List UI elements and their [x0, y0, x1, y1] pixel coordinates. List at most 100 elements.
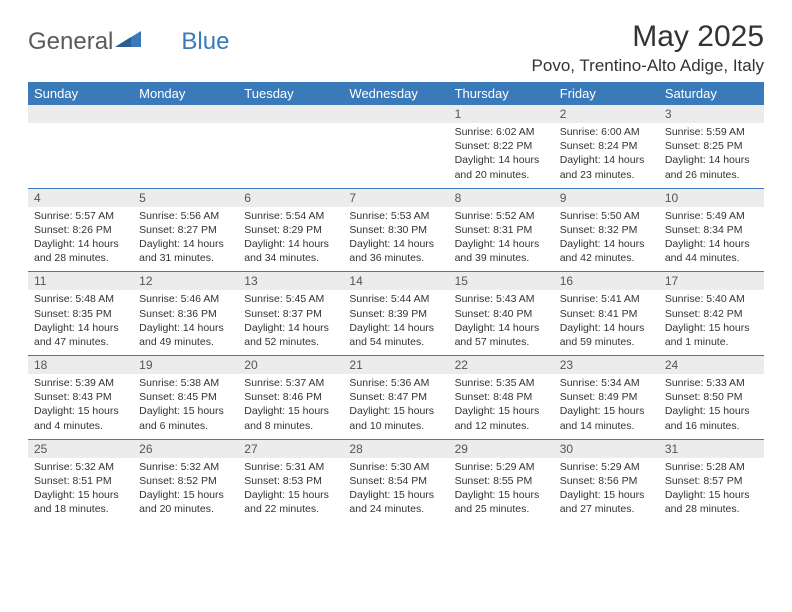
day-detail-line: Daylight: 14 hours and 28 minutes. [34, 237, 127, 265]
day-detail-line: Daylight: 14 hours and 34 minutes. [244, 237, 337, 265]
calendar-cell: 2Sunrise: 6:00 AMSunset: 8:24 PMDaylight… [554, 105, 659, 188]
day-details: Sunrise: 5:54 AMSunset: 8:29 PMDaylight:… [238, 207, 343, 272]
day-detail-line: Sunrise: 5:54 AM [244, 209, 337, 223]
calendar-cell: 25Sunrise: 5:32 AMSunset: 8:51 PMDayligh… [28, 439, 133, 522]
day-number: 1 [449, 105, 554, 123]
day-details: Sunrise: 5:46 AMSunset: 8:36 PMDaylight:… [133, 290, 238, 355]
day-detail-line: Sunset: 8:35 PM [34, 307, 127, 321]
day-detail-line: Sunrise: 5:46 AM [139, 292, 232, 306]
day-detail-line: Sunset: 8:31 PM [455, 223, 548, 237]
day-detail-line: Daylight: 14 hours and 52 minutes. [244, 321, 337, 349]
logo-text-general: General [28, 28, 113, 56]
day-number: 8 [449, 189, 554, 207]
day-detail-line: Daylight: 15 hours and 16 minutes. [665, 404, 758, 432]
day-details: Sunrise: 5:33 AMSunset: 8:50 PMDaylight:… [659, 374, 764, 439]
logo: General Blue [28, 20, 229, 56]
header: General Blue May 2025 Povo, Trentino-Alt… [28, 20, 764, 76]
day-number: 10 [659, 189, 764, 207]
day-details: Sunrise: 5:53 AMSunset: 8:30 PMDaylight:… [343, 207, 448, 272]
day-detail-line: Sunrise: 5:32 AM [139, 460, 232, 474]
day-number: 31 [659, 440, 764, 458]
calendar-cell: 18Sunrise: 5:39 AMSunset: 8:43 PMDayligh… [28, 356, 133, 440]
day-detail-line: Sunset: 8:41 PM [560, 307, 653, 321]
day-details: Sunrise: 5:32 AMSunset: 8:52 PMDaylight:… [133, 458, 238, 523]
day-detail-line: Sunset: 8:43 PM [34, 390, 127, 404]
calendar-cell: 15Sunrise: 5:43 AMSunset: 8:40 PMDayligh… [449, 272, 554, 356]
day-detail-line: Sunset: 8:47 PM [349, 390, 442, 404]
day-detail-line: Daylight: 15 hours and 14 minutes. [560, 404, 653, 432]
day-details: Sunrise: 5:29 AMSunset: 8:55 PMDaylight:… [449, 458, 554, 523]
day-detail-line: Sunset: 8:26 PM [34, 223, 127, 237]
day-detail-line: Sunrise: 5:49 AM [665, 209, 758, 223]
day-detail-line: Sunrise: 5:43 AM [455, 292, 548, 306]
day-detail-line: Daylight: 15 hours and 8 minutes. [244, 404, 337, 432]
day-details: Sunrise: 5:48 AMSunset: 8:35 PMDaylight:… [28, 290, 133, 355]
day-detail-line: Sunrise: 5:37 AM [244, 376, 337, 390]
day-detail-line: Sunrise: 5:45 AM [244, 292, 337, 306]
location-text: Povo, Trentino-Alto Adige, Italy [532, 56, 764, 76]
day-number: 12 [133, 272, 238, 290]
day-number: 6 [238, 189, 343, 207]
day-detail-line: Daylight: 15 hours and 12 minutes. [455, 404, 548, 432]
weekday-header: Saturday [659, 82, 764, 105]
calendar-cell: 11Sunrise: 5:48 AMSunset: 8:35 PMDayligh… [28, 272, 133, 356]
day-details: Sunrise: 5:31 AMSunset: 8:53 PMDaylight:… [238, 458, 343, 523]
calendar-cell: 19Sunrise: 5:38 AMSunset: 8:45 PMDayligh… [133, 356, 238, 440]
day-detail-line: Daylight: 14 hours and 31 minutes. [139, 237, 232, 265]
day-details: Sunrise: 5:49 AMSunset: 8:34 PMDaylight:… [659, 207, 764, 272]
day-number: 3 [659, 105, 764, 123]
calendar-cell: 5Sunrise: 5:56 AMSunset: 8:27 PMDaylight… [133, 188, 238, 272]
day-details: Sunrise: 5:41 AMSunset: 8:41 PMDaylight:… [554, 290, 659, 355]
logo-triangle-icon [115, 28, 141, 56]
day-detail-line: Daylight: 15 hours and 18 minutes. [34, 488, 127, 516]
day-detail-line: Daylight: 15 hours and 4 minutes. [34, 404, 127, 432]
day-details: Sunrise: 5:34 AMSunset: 8:49 PMDaylight:… [554, 374, 659, 439]
day-detail-line: Sunrise: 5:32 AM [34, 460, 127, 474]
day-details [28, 123, 133, 181]
day-details: Sunrise: 5:45 AMSunset: 8:37 PMDaylight:… [238, 290, 343, 355]
day-number: 23 [554, 356, 659, 374]
day-details: Sunrise: 5:35 AMSunset: 8:48 PMDaylight:… [449, 374, 554, 439]
calendar-cell: 30Sunrise: 5:29 AMSunset: 8:56 PMDayligh… [554, 439, 659, 522]
calendar-cell [133, 105, 238, 188]
day-details: Sunrise: 6:02 AMSunset: 8:22 PMDaylight:… [449, 123, 554, 188]
day-detail-line: Sunrise: 5:35 AM [455, 376, 548, 390]
day-number: 25 [28, 440, 133, 458]
day-detail-line: Sunrise: 5:31 AM [244, 460, 337, 474]
day-detail-line: Sunset: 8:30 PM [349, 223, 442, 237]
day-details [133, 123, 238, 181]
day-details: Sunrise: 5:57 AMSunset: 8:26 PMDaylight:… [28, 207, 133, 272]
day-detail-line: Daylight: 15 hours and 27 minutes. [560, 488, 653, 516]
day-number: 20 [238, 356, 343, 374]
day-detail-line: Daylight: 15 hours and 10 minutes. [349, 404, 442, 432]
day-details: Sunrise: 5:56 AMSunset: 8:27 PMDaylight:… [133, 207, 238, 272]
day-details: Sunrise: 5:43 AMSunset: 8:40 PMDaylight:… [449, 290, 554, 355]
day-detail-line: Sunset: 8:29 PM [244, 223, 337, 237]
day-number [133, 105, 238, 123]
calendar-cell: 23Sunrise: 5:34 AMSunset: 8:49 PMDayligh… [554, 356, 659, 440]
day-number: 17 [659, 272, 764, 290]
calendar-cell: 7Sunrise: 5:53 AMSunset: 8:30 PMDaylight… [343, 188, 448, 272]
day-number: 28 [343, 440, 448, 458]
day-detail-line: Sunset: 8:45 PM [139, 390, 232, 404]
day-detail-line: Sunset: 8:34 PM [665, 223, 758, 237]
day-detail-line: Daylight: 14 hours and 57 minutes. [455, 321, 548, 349]
day-number: 16 [554, 272, 659, 290]
day-detail-line: Sunrise: 5:39 AM [34, 376, 127, 390]
month-title: May 2025 [532, 20, 764, 54]
calendar-cell: 20Sunrise: 5:37 AMSunset: 8:46 PMDayligh… [238, 356, 343, 440]
day-detail-line: Daylight: 14 hours and 42 minutes. [560, 237, 653, 265]
day-number: 19 [133, 356, 238, 374]
day-number: 5 [133, 189, 238, 207]
day-detail-line: Sunset: 8:55 PM [455, 474, 548, 488]
day-number: 4 [28, 189, 133, 207]
day-detail-line: Daylight: 15 hours and 22 minutes. [244, 488, 337, 516]
day-number: 11 [28, 272, 133, 290]
day-detail-line: Sunrise: 5:40 AM [665, 292, 758, 306]
day-details: Sunrise: 5:52 AMSunset: 8:31 PMDaylight:… [449, 207, 554, 272]
day-detail-line: Sunset: 8:25 PM [665, 139, 758, 153]
day-details: Sunrise: 5:30 AMSunset: 8:54 PMDaylight:… [343, 458, 448, 523]
calendar-cell: 16Sunrise: 5:41 AMSunset: 8:41 PMDayligh… [554, 272, 659, 356]
day-detail-line: Sunrise: 5:48 AM [34, 292, 127, 306]
day-number: 14 [343, 272, 448, 290]
